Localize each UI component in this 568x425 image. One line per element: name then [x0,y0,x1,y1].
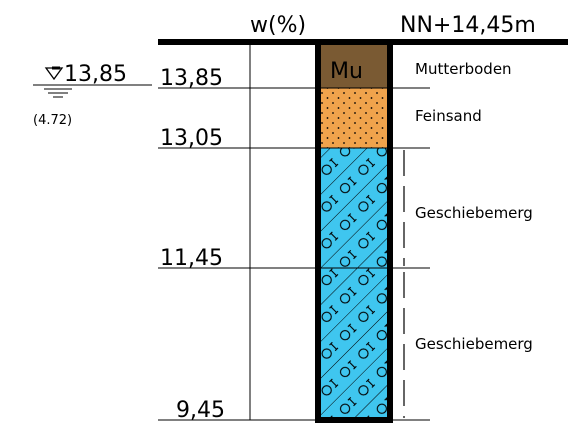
layer-topsoil [318,42,390,88]
layer-name-fine-sand: Feinsand [415,107,482,125]
ground-level-label: NN+14,45m [400,13,536,38]
layer-code-topsoil: Mu [330,59,363,84]
layer-fine-sand-dots [318,88,390,148]
groundwater-level-label: 13,85 [64,62,127,87]
elevation-label-3: 11,45 [160,246,223,271]
layer-name-topsoil: Mutterboden [415,60,512,78]
groundwater-depth-label: (4.72) [33,113,72,128]
moisture-axis-label: w(%) [250,13,306,38]
elevation-label-2: 13,05 [160,126,223,151]
layer-name-till-upper: Geschiebemerg [415,204,533,222]
layer-till-hatch [318,148,390,420]
elevation-label-4: 9,45 [176,398,225,423]
layer-name-till-lower: Geschiebemerg [415,335,533,353]
groundwater-symbol-icon [33,66,152,98]
elevation-label-1: 13,85 [160,66,223,91]
